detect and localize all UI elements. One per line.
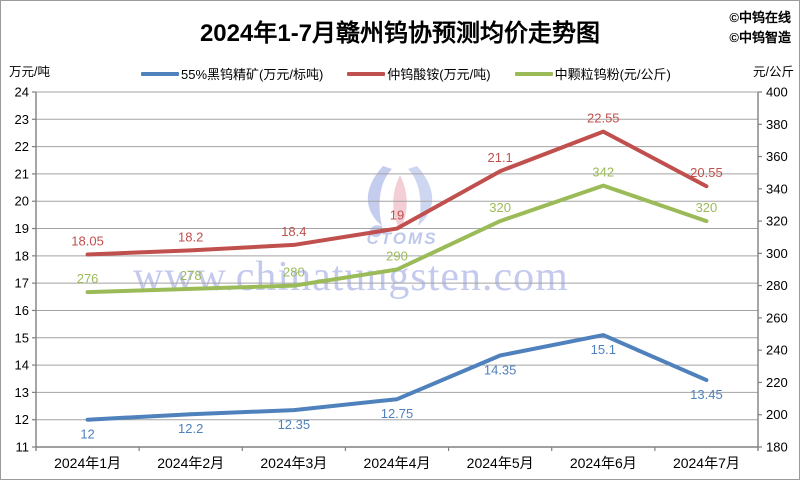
- data-label: 320: [696, 200, 718, 215]
- x-axis-label: 2024年4月: [364, 455, 431, 471]
- data-label: 342: [592, 165, 614, 180]
- data-label: 12.75: [381, 406, 414, 421]
- right-tick-label: 200: [766, 407, 788, 422]
- left-tick-label: 15: [15, 330, 29, 345]
- data-label: 20.55: [690, 165, 723, 180]
- right-tick-label: 260: [766, 310, 788, 325]
- left-tick-label: 13: [15, 385, 29, 400]
- left-tick-label: 20: [15, 194, 29, 209]
- right-tick-label: 180: [766, 440, 788, 455]
- left-tick-label: 12: [15, 412, 29, 427]
- legend-item-black-tungsten: 55%黑钨精矿(万元/标吨): [141, 64, 323, 83]
- right-tick-label: 220: [766, 375, 788, 390]
- left-tick-label: 24: [15, 85, 29, 100]
- right-tick-label: 380: [766, 117, 788, 132]
- right-tick-label: 320: [766, 214, 788, 229]
- chart-title: 2024年1-7月赣州钨协预测均价走势图: [199, 20, 601, 47]
- data-label: 14.35: [484, 363, 517, 378]
- left-axis-unit-label: 万元/吨: [9, 65, 50, 79]
- right-tick-label: 400: [766, 85, 788, 100]
- left-tick-label: 23: [15, 112, 29, 127]
- data-label: 21.1: [487, 150, 512, 165]
- data-label: 19: [390, 208, 404, 223]
- data-label: 276: [77, 271, 99, 286]
- logo-text: CTOMS: [366, 229, 437, 246]
- left-tick-label: 19: [15, 221, 29, 236]
- right-tick-label: 360: [766, 149, 788, 164]
- data-label: 12.2: [178, 421, 203, 436]
- left-tick-label: 22: [15, 139, 29, 154]
- data-label: 18.2: [178, 229, 203, 244]
- left-tick-label: 16: [15, 303, 29, 318]
- data-label: 320: [489, 200, 511, 215]
- data-label: 15.1: [591, 342, 616, 357]
- legend: 55%黑钨精矿(万元/标吨) 仲钨酸铵(万元/吨) 中颗粒钨粉(元/公斤): [141, 64, 671, 83]
- right-tick-label: 300: [766, 246, 788, 261]
- x-axis-label: 2024年7月: [673, 455, 740, 471]
- legend-swatch-green-line-icon: [514, 71, 553, 76]
- credit-line-1: ©中钨在线: [729, 10, 791, 25]
- data-label: 18.05: [71, 233, 104, 248]
- data-label: 12.35: [278, 417, 311, 432]
- right-tick-label: 280: [766, 278, 788, 293]
- legend-label: 仲钨酸铵(万元/吨): [387, 67, 491, 82]
- x-axis-label: 2024年6月: [570, 455, 637, 471]
- credits: ©中钨在线 ©中钨智造: [729, 8, 791, 48]
- left-tick-label: 14: [15, 358, 29, 373]
- left-tick-label: 11: [16, 440, 30, 455]
- left-tick-label: 17: [15, 276, 29, 291]
- data-label: 12: [80, 427, 94, 442]
- logo-center-petal: [393, 175, 407, 230]
- left-tick-label: 18: [15, 248, 29, 263]
- x-axis-label: 2024年5月: [467, 455, 534, 471]
- left-tick-label: 21: [15, 166, 29, 181]
- credit-line-2: ©中钨智造: [729, 30, 791, 45]
- data-label: 290: [386, 249, 408, 264]
- data-label: 278: [180, 268, 202, 283]
- data-label: 13.45: [690, 387, 723, 402]
- right-axis-unit-label: 元/公斤: [753, 65, 794, 79]
- series-line: [85, 129, 709, 257]
- series-line: [85, 183, 709, 295]
- legend-swatch-red-line-icon: [347, 71, 386, 76]
- legend-label: 中颗粒钨粉(元/公斤): [554, 67, 671, 82]
- right-tick-label: 340: [766, 181, 788, 196]
- data-label: 22.55: [587, 111, 620, 126]
- x-axis-label: 2024年3月: [260, 455, 327, 471]
- x-axis-label: 2024年1月: [54, 455, 121, 471]
- series-line: [85, 333, 709, 422]
- logo-left-petal: [367, 166, 392, 226]
- data-label: 280: [283, 265, 305, 280]
- legend-item-tungsten-powder: 中颗粒钨粉(元/公斤): [514, 64, 671, 83]
- legend-item-apt: 仲钨酸铵(万元/吨): [347, 64, 491, 83]
- data-label: 18.4: [281, 224, 306, 239]
- right-tick-label: 240: [766, 343, 788, 358]
- legend-label: 55%黑钨精矿(万元/标吨): [181, 67, 324, 82]
- legend-swatch-blue-line-icon: [141, 71, 179, 76]
- x-axis-label: 2024年2月: [157, 455, 224, 471]
